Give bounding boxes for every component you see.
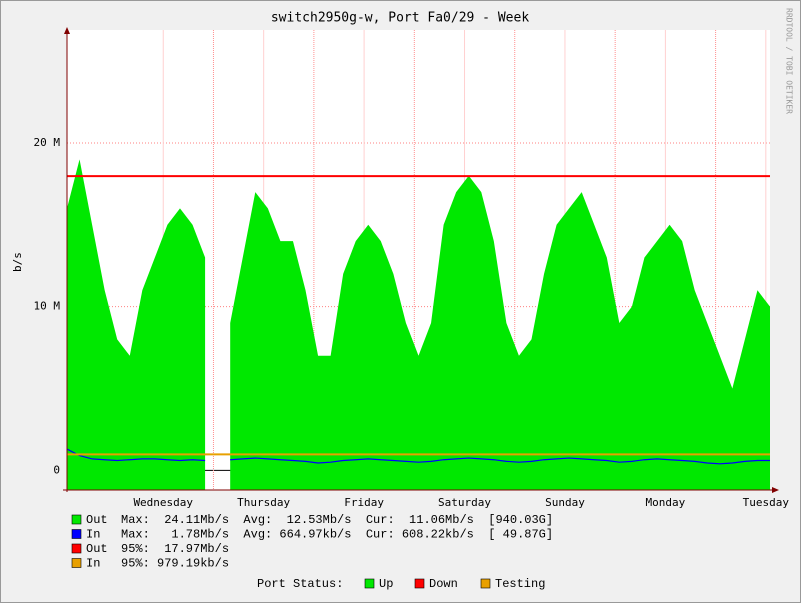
- status-label: Down: [429, 577, 458, 591]
- y-axis-label: b/s: [11, 252, 24, 272]
- line: [66, 448, 770, 465]
- area: [67, 159, 770, 490]
- y-tick-label: 0: [53, 463, 60, 476]
- y-arrow: [64, 27, 70, 34]
- status-swatch: [414, 578, 425, 589]
- legend-name: Out: [86, 542, 108, 556]
- status-swatch: [480, 578, 491, 589]
- chart-title: switch2950g-w, Port Fa0/29 - Week: [271, 11, 529, 26]
- x-tick-label: Saturday: [438, 496, 491, 509]
- x-arrow: [772, 487, 779, 493]
- axes: [63, 27, 779, 493]
- x-tick-label: Thursday: [237, 496, 290, 509]
- y-tick-label: 10 M: [34, 300, 61, 313]
- legend-swatch: [71, 529, 82, 539]
- legend: 0 10 M 20 M Wednesday Thursday Friday Saturday…: [34, 136, 790, 591]
- legend-stats: 95%: 17.97Mb/s: [121, 542, 229, 556]
- legend-stats: Max: 1.78Mb/s Avg: 664.97kb/s Cur: 608.2…: [121, 528, 553, 542]
- status-swatch: [364, 578, 375, 589]
- status-label: Up: [379, 577, 393, 591]
- x-tick-label: Friday: [344, 496, 384, 509]
- status-label: Testing: [495, 577, 545, 591]
- legend-name: In: [86, 528, 100, 542]
- side-text: RRDTOOL / TOBI OETIKER: [785, 8, 794, 114]
- marks: [66, 159, 770, 490]
- legend-swatch: [71, 543, 82, 554]
- legend-name: In: [86, 557, 100, 571]
- x-tick-label: Tuesday: [743, 496, 790, 509]
- legend-swatch: [71, 558, 82, 568]
- y-tick-label: 20 M: [34, 136, 61, 149]
- x-tick-label: Wednesday: [133, 496, 193, 509]
- status-title: Port Status:: [257, 577, 343, 591]
- legend-name: Out: [86, 513, 108, 527]
- legend-stats: Max: 24.11Mb/s Avg: 12.53Mb/s Cur: 11.06…: [121, 513, 553, 527]
- x-tick-label: Sunday: [545, 496, 585, 509]
- legend-stats: 95%: 979.19kb/s: [121, 557, 229, 571]
- x-tick-label: Monday: [646, 496, 686, 509]
- legend-swatch: [71, 514, 82, 525]
